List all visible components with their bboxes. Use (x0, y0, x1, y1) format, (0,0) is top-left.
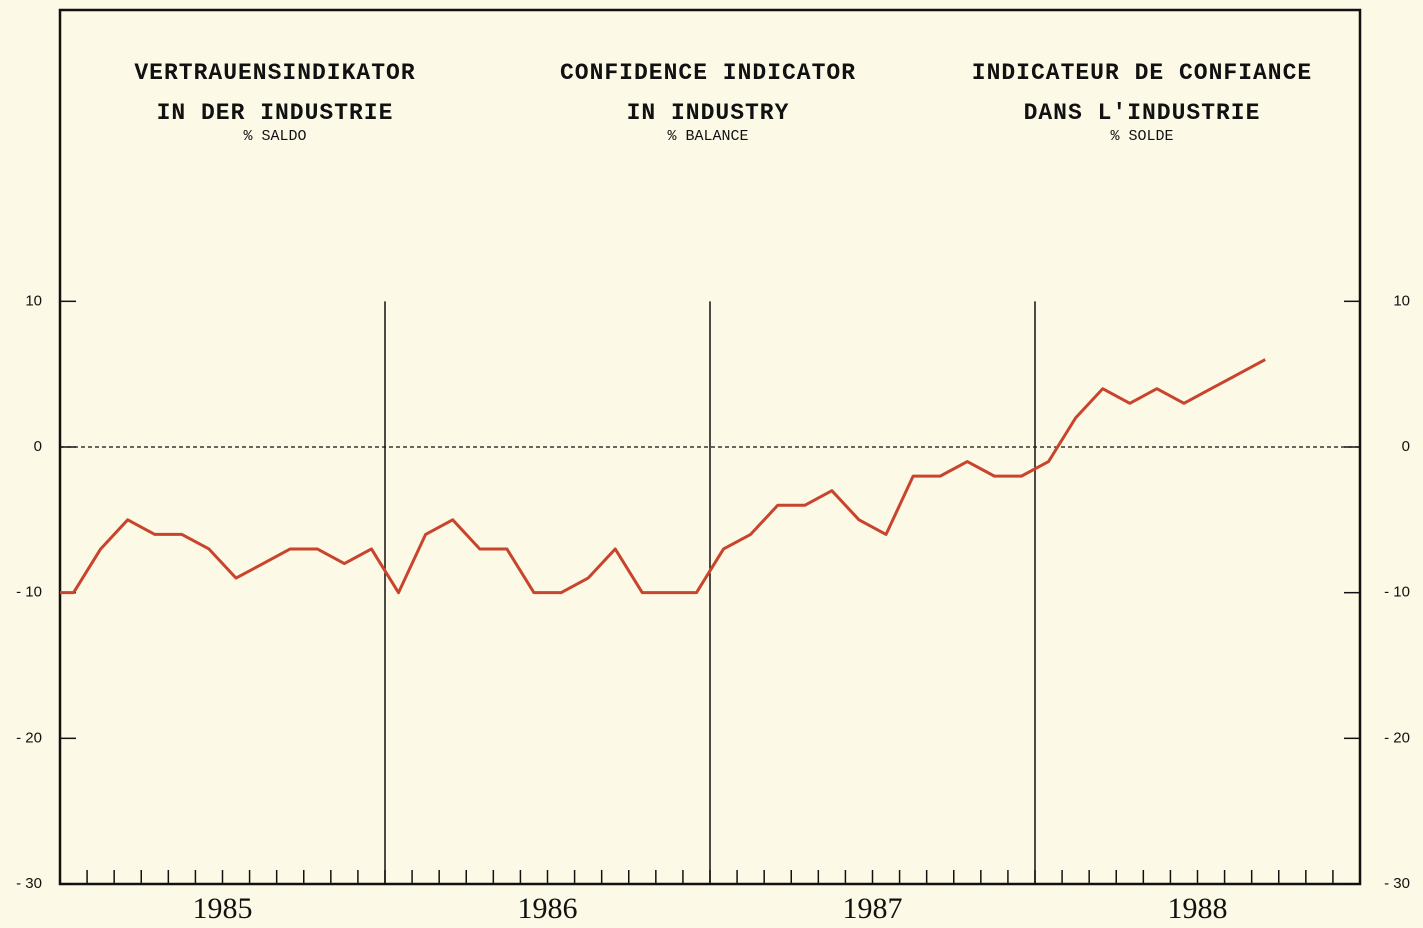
title-unit: % SOLDE (1110, 128, 1173, 145)
x-tick-label: 1988 (1168, 892, 1228, 925)
x-tick-label: 1985 (193, 892, 253, 925)
title-line: INDICATEUR DE CONFIANCE (972, 60, 1312, 86)
y-tick-label: - 30 (16, 875, 42, 892)
title-line: VERTRAUENSINDIKATOR (134, 60, 415, 86)
y-tick-label-right: - 30 (1384, 875, 1410, 892)
y-tick-label-right: - 10 (1384, 584, 1410, 601)
title-line: DANS L'INDUSTRIE (1024, 100, 1261, 126)
y-tick-label-right: 10 (1393, 292, 1410, 309)
y-tick-label-right: - 20 (1384, 729, 1410, 746)
title-line: IN DER INDUSTRIE (157, 100, 394, 126)
y-tick-label: - 20 (16, 729, 42, 746)
title-line: IN INDUSTRY (627, 100, 790, 126)
data-line (60, 358, 1266, 595)
title-unit: % BALANCE (667, 128, 748, 145)
title-line: CONFIDENCE INDICATOR (560, 60, 856, 86)
x-tick-label: 1987 (843, 892, 903, 925)
y-tick-label-right: 0 (1402, 438, 1410, 455)
x-tick-label: 1986 (518, 892, 578, 925)
title-unit: % SALDO (243, 128, 306, 145)
y-tick-label: 10 (25, 292, 42, 309)
y-tick-label: 0 (34, 438, 42, 455)
y-tick-label: - 10 (16, 584, 42, 601)
